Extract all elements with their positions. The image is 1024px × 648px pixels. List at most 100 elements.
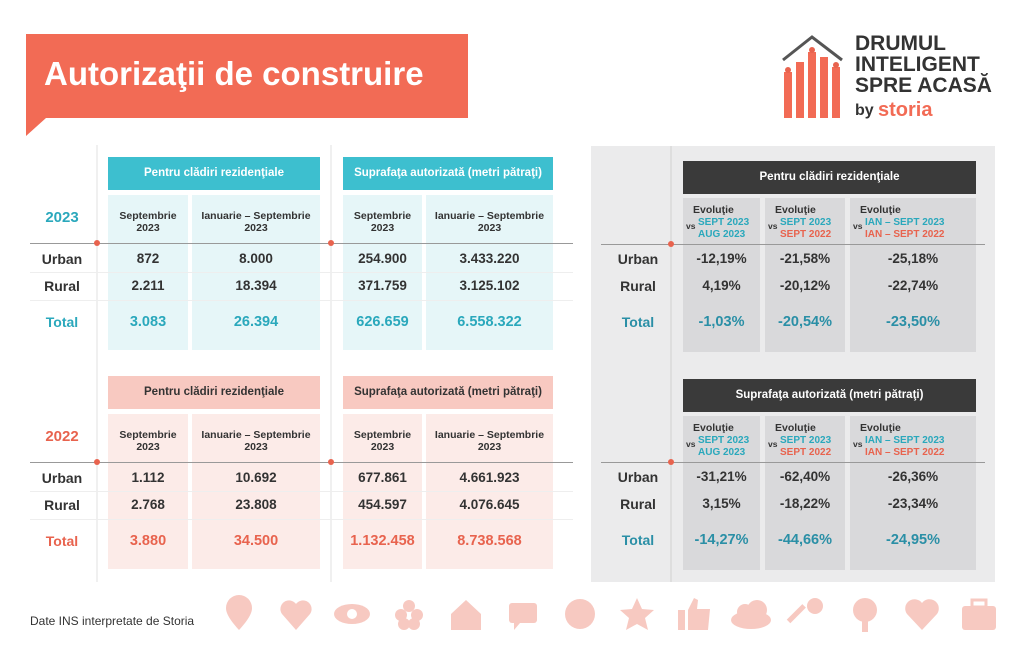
- cell-value: 8.738.568: [457, 533, 522, 549]
- cell-value: 872: [136, 251, 160, 266]
- cell-value: 454.597: [358, 497, 407, 512]
- separator: [601, 244, 985, 245]
- cell-value: -18,22%: [779, 496, 831, 511]
- column-header: Septembrie: [353, 210, 412, 222]
- cell-value: -44,66%: [777, 532, 832, 548]
- separator: [30, 462, 573, 463]
- column-header: Septembrie: [119, 429, 177, 441]
- cell-value: -21,58%: [779, 251, 831, 266]
- cell-value: 371.759: [358, 278, 407, 293]
- cell-value: 626.659: [356, 314, 409, 330]
- row-label: Urban: [41, 470, 83, 486]
- cell-value: 3.433.220: [459, 251, 520, 266]
- column-vs: vs: [853, 439, 863, 449]
- title: Autorizaţii de construire: [44, 55, 424, 92]
- logo-icon: [782, 35, 843, 118]
- cell-value: 3.125.102: [459, 278, 520, 293]
- column-previous: SEPT 2022: [780, 229, 832, 240]
- group-header: Suprafaţa autorizată (metri pătraţi): [343, 376, 553, 409]
- column-previous: IAN – SEPT 2022: [865, 229, 945, 240]
- footer-source: Date INS interpretate de Storia: [30, 614, 195, 628]
- cell-value: 23.808: [235, 497, 277, 512]
- row-label: Rural: [44, 278, 80, 294]
- row-label: Urban: [617, 469, 659, 485]
- cell-value: 3.880: [129, 533, 167, 549]
- cell-value: 6.558.322: [457, 314, 522, 330]
- column-header: Septembrie: [353, 429, 412, 441]
- column-header: 2023: [136, 222, 160, 234]
- column-vs: vs: [686, 439, 696, 449]
- evolution-header: Pentru clădiri rezidenţiale: [683, 161, 976, 194]
- year-label: 2023: [45, 209, 79, 226]
- cell-value: 8.000: [239, 251, 273, 266]
- cell-value: 4.661.923: [459, 470, 520, 485]
- cell-value: 254.900: [358, 251, 407, 266]
- row-label: Rural: [620, 496, 656, 512]
- separator: [30, 243, 573, 244]
- column-current: SEPT 2023: [698, 217, 750, 228]
- column-previous: IAN – SEPT 2022: [865, 447, 945, 458]
- cell-value: -24,95%: [885, 532, 940, 548]
- row-label: Urban: [41, 251, 83, 267]
- icon-row: [226, 595, 996, 632]
- separator-dot: [668, 459, 674, 465]
- row-label: Total: [45, 533, 79, 549]
- column-header: Septembrie: [119, 210, 177, 222]
- column-vs: vs: [853, 221, 863, 231]
- cell-value: -20,12%: [779, 278, 831, 293]
- logo-line: INTELIGENT: [855, 53, 980, 76]
- cell-value: 1.132.458: [350, 533, 415, 549]
- column-bg: [765, 198, 845, 352]
- separator: [30, 272, 573, 273]
- column-previous: SEPT 2022: [780, 447, 832, 458]
- logo-line: SPRE ACASĂ: [855, 74, 992, 97]
- cell-value: -14,27%: [694, 532, 749, 548]
- cell-value: -23,34%: [887, 496, 939, 511]
- column-header: Ianuarie – Septembrie: [434, 210, 545, 222]
- column-vs: vs: [686, 221, 696, 231]
- column-title: Evoluţie: [693, 422, 734, 434]
- column-bg: [683, 416, 760, 570]
- separator-dot: [328, 240, 334, 246]
- column-previous: AUG 2023: [698, 447, 746, 458]
- column-header: 2023: [477, 222, 502, 234]
- cell-value: 1.112: [131, 470, 165, 485]
- column-bg: [850, 416, 976, 570]
- title-banner: [26, 34, 468, 136]
- cell-value: -62,40%: [779, 469, 831, 484]
- row-label: Total: [621, 314, 655, 330]
- column-header: 2023: [370, 441, 395, 453]
- cell-value: 18.394: [235, 278, 277, 293]
- group-header: Suprafaţa autorizată (metri pătraţi): [343, 157, 553, 190]
- separator: [601, 462, 985, 463]
- column-header: 2023: [244, 441, 268, 453]
- column-header: 2023: [370, 222, 395, 234]
- column-title: Evoluţie: [860, 204, 901, 216]
- separator: [30, 491, 573, 492]
- column-header: 2023: [136, 441, 160, 453]
- cell-value: 2.211: [131, 278, 165, 293]
- column-header: 2023: [244, 222, 268, 234]
- column-header: Ianuarie – Septembrie: [201, 210, 311, 222]
- row-label: Rural: [44, 497, 80, 513]
- column-title: Evoluţie: [775, 204, 816, 216]
- cell-value: 677.861: [358, 470, 407, 485]
- cell-value: -31,21%: [696, 469, 747, 484]
- cell-value: 3.083: [129, 314, 167, 330]
- column-current: SEPT 2023: [780, 435, 832, 446]
- cell-value: -23,50%: [885, 314, 940, 330]
- separator-dot: [94, 459, 100, 465]
- column-vs: vs: [768, 439, 778, 449]
- column-header: Ianuarie – Septembrie: [434, 429, 545, 441]
- logo-line: DRUMUL: [855, 32, 946, 55]
- column-current: IAN – SEPT 2023: [865, 217, 945, 228]
- cell-value: 34.500: [233, 533, 279, 549]
- column-current: IAN – SEPT 2023: [865, 435, 945, 446]
- column-current: SEPT 2023: [698, 435, 750, 446]
- year-label: 2022: [45, 428, 79, 445]
- group-header: Pentru clădiri rezidenţiale: [108, 157, 320, 190]
- separator-dot: [94, 240, 100, 246]
- cell-value: 2.768: [131, 497, 165, 512]
- column-title: Evoluţie: [860, 422, 901, 434]
